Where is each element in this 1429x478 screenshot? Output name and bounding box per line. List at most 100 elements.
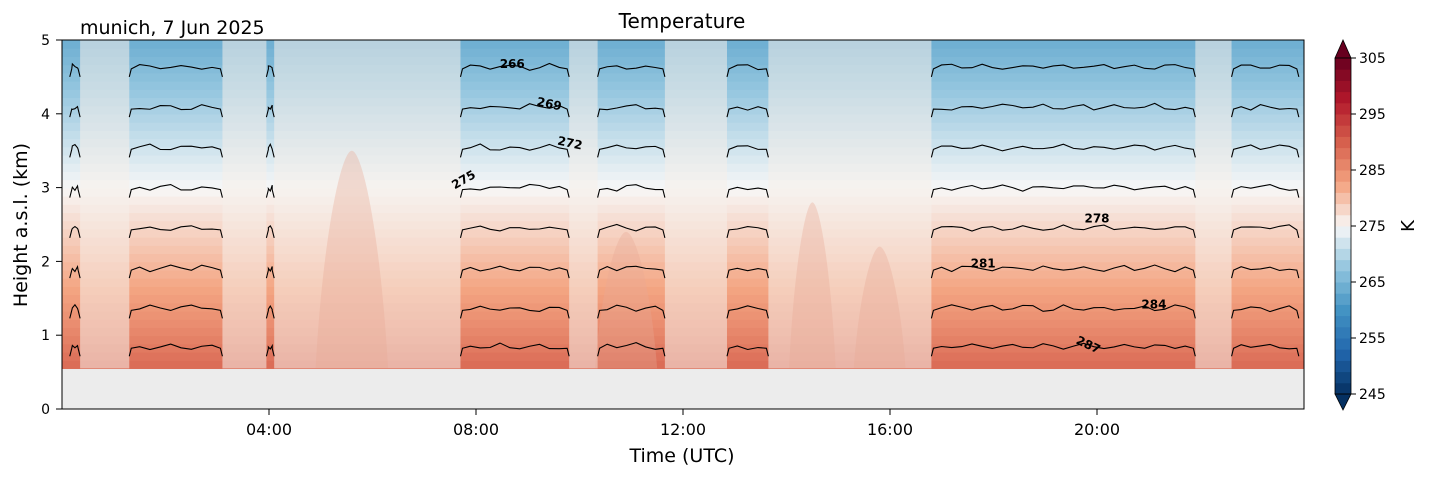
contour-line [459, 62, 570, 77]
colorbar-segment [1335, 371, 1351, 384]
contour-line [459, 305, 570, 319]
colorbar: 245 255 265 275 285 295 305 [1334, 39, 1386, 411]
x-tick-label: 16:00 [867, 420, 913, 439]
contour-label: 281 [971, 256, 996, 270]
colorbar-segment [1335, 360, 1351, 373]
missing-data-column [80, 40, 130, 369]
contour-line [459, 143, 570, 158]
contour-line [459, 183, 570, 198]
colorbar-segment [1335, 237, 1351, 249]
colorbar-tick-label: 245 [1359, 387, 1386, 403]
contour-line [930, 184, 1196, 198]
contour-line [69, 143, 81, 158]
contour-line [265, 343, 275, 357]
contour-line [459, 265, 570, 279]
warm-plume [315, 150, 389, 369]
contour-line [597, 184, 666, 198]
contour-line [265, 104, 275, 118]
y-tick-label: 5 [41, 33, 50, 49]
contour-line [726, 226, 769, 238]
contour-line [265, 266, 275, 279]
colorbar-segment [1335, 192, 1351, 205]
contour-line [930, 304, 1196, 319]
contour-line [128, 143, 223, 158]
contour-line [1231, 266, 1300, 279]
colorbar-segment [1335, 326, 1351, 339]
contour-line [459, 225, 570, 238]
x-axis-label: Time (UTC) [628, 445, 734, 467]
y-tick-label: 2 [41, 254, 50, 270]
x-axis-ticks: 04:00 08:00 12:00 16:00 20:00 [246, 409, 1120, 439]
colorbar-tick-label: 265 [1359, 275, 1386, 291]
y-axis-label: Height a.s.l. (km) [10, 143, 32, 307]
colorbar-segment [1335, 382, 1351, 395]
chart-title: Temperature [618, 9, 746, 33]
contour-line [265, 184, 275, 198]
colorbar-segment [1335, 282, 1351, 294]
missing-data-column [274, 40, 461, 369]
contour-line [69, 105, 81, 118]
colorbar-segment [1335, 315, 1351, 328]
contour-line [597, 104, 666, 118]
contour-line [930, 224, 1196, 238]
contour-lines [69, 62, 1300, 357]
contour-line [597, 265, 666, 279]
contour-label: 272 [556, 134, 583, 153]
colorbar-segment [1335, 91, 1351, 104]
colorbar-tick-label: 275 [1359, 219, 1386, 235]
colorbar-segment [1335, 80, 1351, 93]
contour-line [69, 303, 81, 319]
colorbar-tick-label: 295 [1359, 107, 1386, 123]
contour-line [1231, 104, 1300, 118]
contour-line [265, 143, 275, 158]
contour-line [597, 223, 666, 238]
colorbar-segment [1335, 147, 1351, 160]
contour-line [726, 186, 769, 198]
contour-line [1231, 64, 1300, 77]
contour-line [128, 264, 223, 279]
contour-line [265, 225, 275, 238]
contour-line [1231, 343, 1300, 357]
missing-data-column [768, 40, 932, 369]
x-tick-label: 20:00 [1074, 420, 1120, 439]
colorbar-segment [1335, 102, 1351, 115]
colorbar-segment [1335, 270, 1351, 283]
colorbar-segment [1335, 181, 1351, 193]
contour-line [597, 304, 666, 319]
colorbar-segment [1335, 158, 1351, 171]
contour-line [597, 65, 666, 77]
x-tick-label: 12:00 [660, 420, 706, 439]
x-tick-label: 04:00 [246, 420, 292, 439]
contour-line [459, 103, 570, 118]
contour-label: 278 [1084, 211, 1109, 225]
contour-line [726, 145, 769, 158]
contour-line [69, 62, 81, 77]
contour-line [930, 342, 1196, 357]
missing-data-overlay [80, 40, 1232, 369]
colorbar-segment [1335, 203, 1351, 216]
contour-line [128, 64, 223, 77]
contour-line [930, 143, 1196, 158]
contour-line [128, 104, 223, 118]
contour-line [726, 267, 769, 279]
colorbar-tick-label: 305 [1359, 51, 1386, 67]
colorbar-label: K [1398, 219, 1419, 232]
contour-line [726, 345, 769, 357]
warm-plume [789, 202, 836, 369]
colorbar-segment [1335, 125, 1351, 137]
contour-line [726, 305, 769, 319]
contour-line [128, 304, 223, 319]
colorbar-segment [1335, 136, 1351, 149]
colorbar-extend-min [1334, 393, 1352, 411]
contour-line [930, 102, 1196, 118]
contour-line [69, 184, 81, 198]
colorbar-segment [1335, 304, 1351, 317]
warm-plumes [315, 150, 906, 369]
missing-data-column [222, 40, 267, 369]
contour-line [265, 65, 275, 77]
contour-label: 284 [1141, 298, 1166, 312]
colorbar-segment [1335, 259, 1351, 272]
y-tick-label: 4 [41, 107, 50, 123]
colorbar-extend-max [1334, 39, 1352, 59]
